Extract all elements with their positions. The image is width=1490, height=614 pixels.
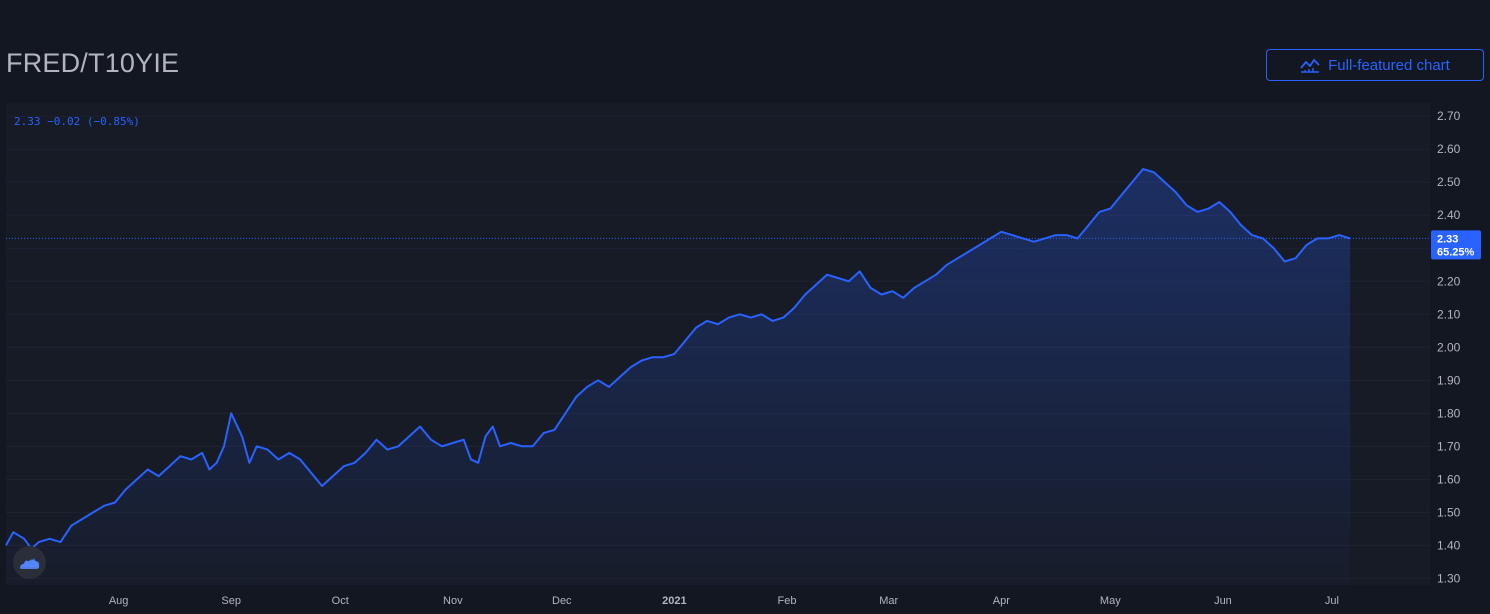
full-featured-chart-button[interactable]: Full-featured chart bbox=[1266, 49, 1484, 81]
x-tick-label: Feb bbox=[778, 595, 797, 607]
x-tick-label: Sep bbox=[221, 595, 241, 607]
x-tick-label: May bbox=[1100, 595, 1121, 607]
price-tag: 2.33 65.25% bbox=[1431, 230, 1481, 260]
y-tick-label: 2.10 bbox=[1437, 307, 1461, 321]
y-tick-label: 2.60 bbox=[1437, 142, 1461, 156]
price-axis[interactable] bbox=[1430, 103, 1490, 585]
cloud-icon bbox=[20, 558, 40, 569]
x-tick-label: Jun bbox=[1214, 595, 1232, 607]
x-tick-label: Dec bbox=[552, 595, 572, 607]
x-tick-label: Apr bbox=[993, 595, 1010, 607]
y-tick-label: 1.70 bbox=[1437, 439, 1461, 453]
full-featured-chart-label: Full-featured chart bbox=[1328, 56, 1450, 74]
chart-icon bbox=[1300, 57, 1320, 73]
y-tick-label: 2.40 bbox=[1437, 208, 1461, 222]
x-tick-label: Jul bbox=[1325, 595, 1339, 607]
y-tick-label: 2.20 bbox=[1437, 274, 1461, 288]
x-tick-label: Oct bbox=[332, 595, 349, 607]
legend-value: 2.33 −0.02 (−0.85%) bbox=[14, 115, 140, 128]
y-tick-label: 1.90 bbox=[1437, 373, 1461, 387]
tradingview-logo[interactable] bbox=[13, 546, 46, 579]
series-area-fill bbox=[6, 169, 1351, 585]
series-line bbox=[5, 168, 1351, 550]
y-tick-label: 1.50 bbox=[1437, 505, 1461, 519]
y-tick-label: 1.30 bbox=[1437, 571, 1461, 585]
x-tick-label: 2021 bbox=[662, 595, 686, 607]
price-tag-percent: 65.25% bbox=[1437, 246, 1475, 258]
y-tick-label: 2.70 bbox=[1437, 109, 1461, 123]
y-tick-label: 1.40 bbox=[1437, 538, 1461, 552]
page-title: FRED/T10YIE bbox=[6, 48, 180, 78]
y-tick-label: 2.50 bbox=[1437, 175, 1461, 189]
x-tick-label: Nov bbox=[443, 595, 463, 607]
x-tick-label: Mar bbox=[879, 595, 898, 607]
y-tick-label: 1.80 bbox=[1437, 406, 1461, 420]
price-tag-value: 2.33 bbox=[1437, 233, 1458, 245]
y-tick-label: 1.60 bbox=[1437, 472, 1461, 486]
y-tick-label: 2.00 bbox=[1437, 340, 1461, 354]
x-tick-label: Aug bbox=[109, 595, 129, 607]
time-axis[interactable] bbox=[6, 585, 1430, 614]
